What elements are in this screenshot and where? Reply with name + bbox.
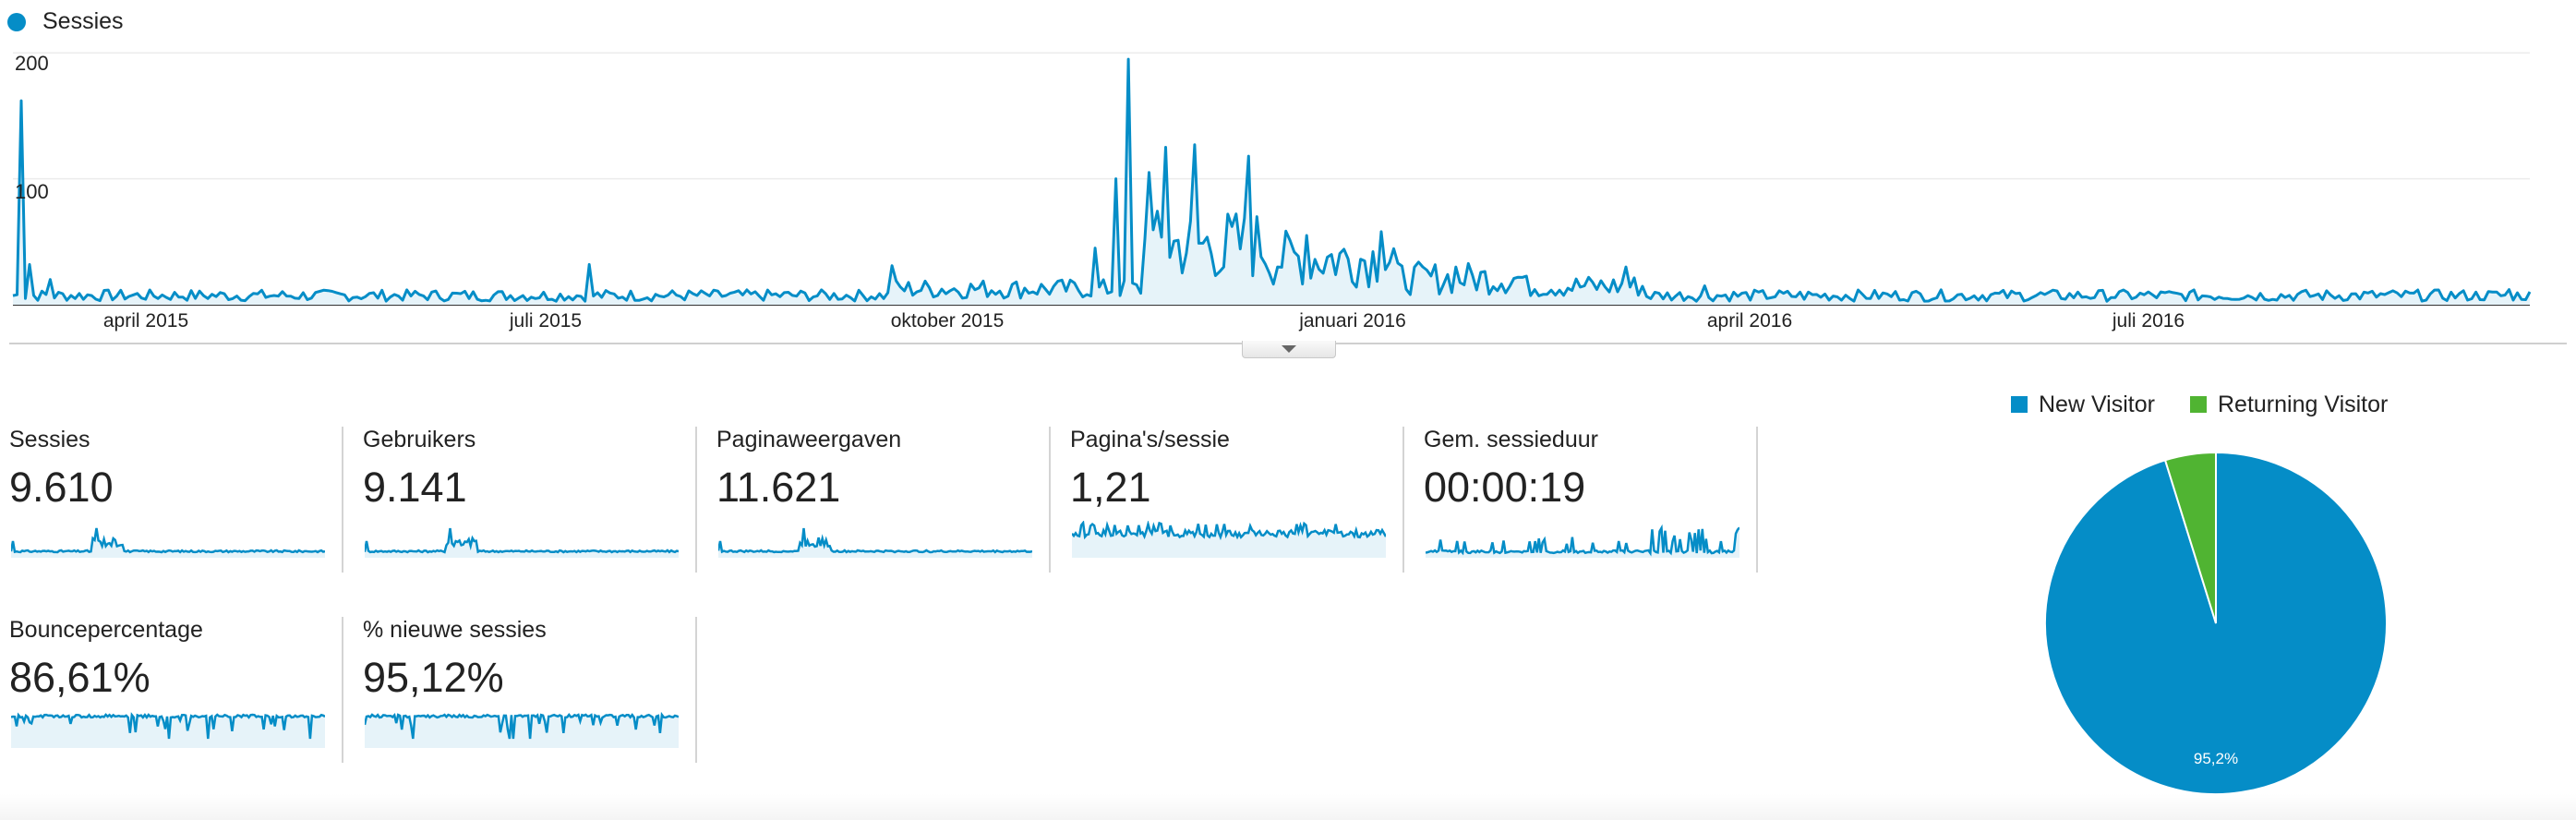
sessions-line-chart[interactable] [0, 0, 2576, 351]
pie-data-label: 95,2% [2194, 750, 2238, 767]
metric-paginaweergaven[interactable]: Paginaweergaven 11.621 [707, 427, 1051, 573]
pie-legend-new-visitor[interactable]: New Visitor [2011, 392, 2155, 418]
legend-swatch [2190, 396, 2207, 413]
pie-slice-new-visitor [2044, 451, 2388, 795]
x-tick-label: april 2015 [102, 310, 189, 332]
x-tick-label: april 2016 [1706, 310, 1793, 332]
sparkline-area [1072, 523, 1386, 558]
metric-paginas-per-sessie[interactable]: Pagina's/sessie 1,21 [1061, 427, 1404, 573]
pie-legend-returning-visitor[interactable]: Returning Visitor [2190, 392, 2388, 418]
metric-bouncepercentage[interactable]: Bouncepercentage 86,61% [0, 617, 343, 763]
metric-label: Sessies [9, 427, 90, 452]
sparkline-line [718, 527, 1032, 554]
metric-sparkline [11, 712, 325, 748]
metric-label: % nieuwe sessies [363, 617, 547, 643]
metric-value: 11.621 [716, 464, 841, 511]
metric-value: 1,21 [1070, 464, 1151, 511]
chart-collapse-toggle[interactable] [1242, 341, 1336, 358]
sparkline-line [11, 712, 325, 740]
metric-value: 86,61% [9, 654, 150, 701]
metric-sparkline [1072, 521, 1386, 558]
metric-sparkline [718, 527, 1032, 558]
x-tick-label: juli 2016 [2112, 310, 2185, 332]
metric-nieuwe-sessies[interactable]: % nieuwe sessies 95,12% [354, 617, 697, 763]
x-tick-label: oktober 2015 [890, 310, 1005, 332]
metric-label: Paginaweergaven [716, 427, 902, 452]
sparkline-area [365, 528, 679, 558]
sparkline-area [11, 528, 325, 558]
chevron-down-icon [1282, 345, 1296, 353]
metric-value: 9.141 [363, 464, 467, 511]
sparkline-line [365, 527, 679, 554]
metric-sparkline [365, 527, 679, 558]
pie-slice-returning-visitor [2163, 451, 2217, 624]
metric-label: Pagina's/sessie [1070, 427, 1230, 452]
x-tick-label: januari 2016 [1299, 310, 1406, 332]
y-tick-label: 200 [15, 52, 49, 75]
sparkline-line [1426, 524, 1739, 557]
metric-value: 00:00:19 [1424, 464, 1586, 511]
legend-swatch [2011, 396, 2028, 413]
metric-value: 95,12% [363, 654, 504, 701]
series-legend-dot [7, 13, 26, 31]
sparkline-line [11, 527, 325, 554]
metric-sparkline [11, 527, 325, 558]
metric-value: 9.610 [9, 464, 114, 511]
metric-gem-sessieduur[interactable]: Gem. sessieduur 00:00:19 [1414, 427, 1758, 573]
metric-label: Bouncepercentage [9, 617, 203, 643]
x-tick-label: juli 2015 [509, 310, 583, 332]
page-footer-fade [0, 794, 2576, 820]
y-tick-label: 100 [15, 180, 49, 203]
metric-label: Gem. sessieduur [1424, 427, 1598, 452]
visitor-type-pie-chart[interactable]: 95,2% [2040, 448, 2391, 799]
metric-label: Gebruikers [363, 427, 476, 452]
series-legend-label: Sessies [42, 8, 124, 34]
metric-sparkline [1426, 524, 1739, 558]
sparkline-line [1072, 521, 1386, 541]
sessies-area [13, 59, 2530, 305]
sparkline-line [365, 711, 679, 740]
legend-label: New Visitor [2039, 392, 2155, 417]
sessies-line [12, 57, 2532, 303]
legend-label: Returning Visitor [2218, 392, 2389, 417]
sparkline-area [718, 528, 1032, 558]
metric-sessies[interactable]: Sessies 9.610 [0, 427, 343, 573]
metric-gebruikers[interactable]: Gebruikers 9.141 [354, 427, 697, 573]
metric-sparkline [365, 711, 679, 748]
